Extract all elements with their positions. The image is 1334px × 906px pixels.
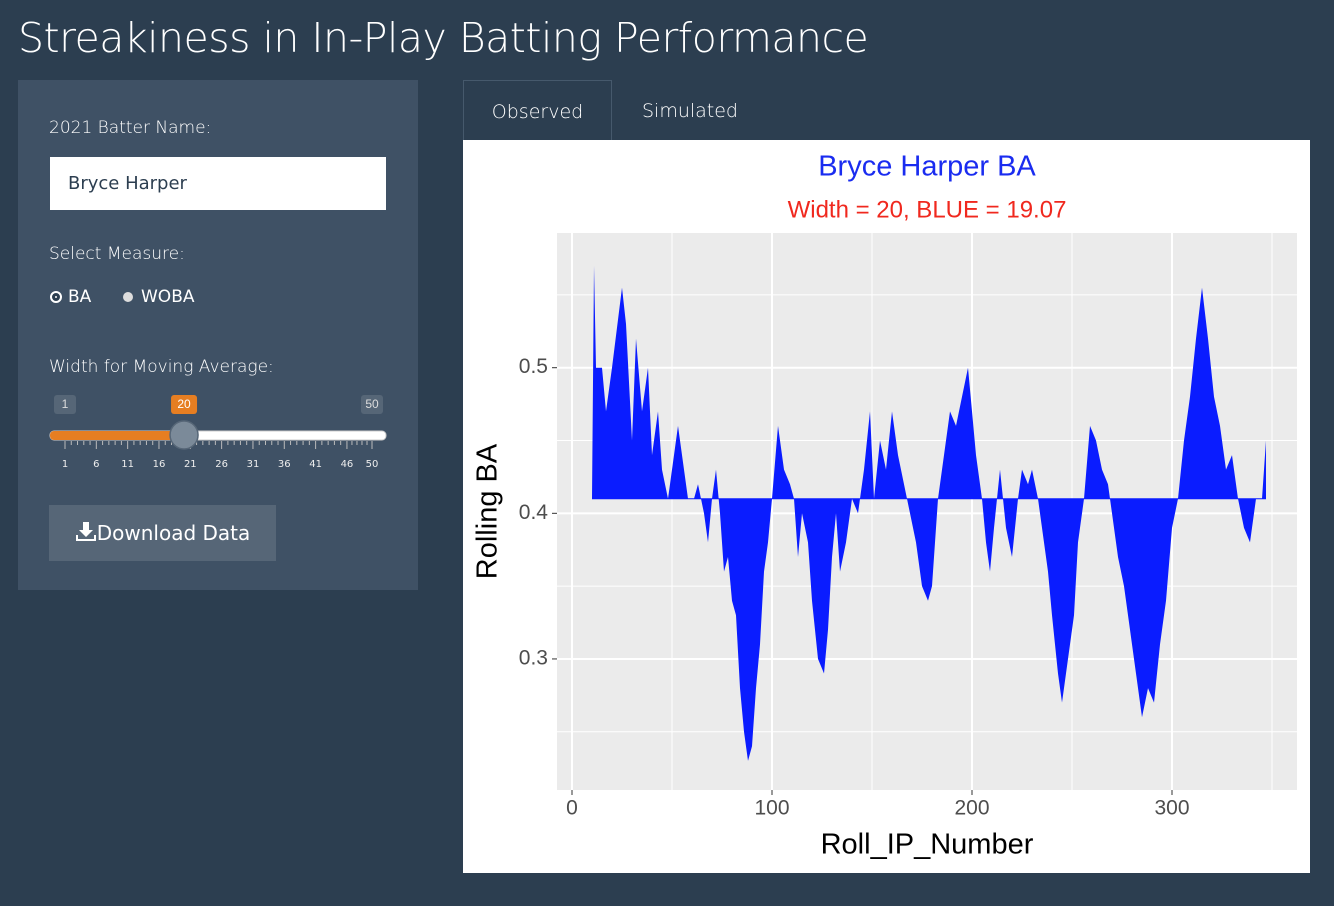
chart-subtitle: Width = 20, BLUE = 19.07 <box>788 196 1067 223</box>
slider-tick-label: 1 <box>62 459 68 470</box>
radio-dot <box>50 291 62 303</box>
slider-label: Width for Moving Average: <box>49 357 274 377</box>
chart-title: Bryce Harper BA <box>818 151 1036 183</box>
y-tick-label: 0.3 <box>519 646 548 669</box>
slider-tick-label: 50 <box>366 459 379 470</box>
chart: Bryce Harper BA Width = 20, BLUE = 19.07 0… <box>463 140 1310 873</box>
x-tick-label: 200 <box>954 797 989 820</box>
slider-tick-label: 36 <box>278 459 291 470</box>
slider-min-label: 1 <box>62 397 69 411</box>
y-tick-label: 0.5 <box>519 355 548 378</box>
button-text: Download Data <box>96 521 251 545</box>
app-title: Streakiness in In-Play Batting Performan… <box>18 14 869 62</box>
tab-active[interactable]: Observed <box>463 80 612 140</box>
slider-handle <box>169 420 199 450</box>
slider-value-box <box>171 395 198 414</box>
y-tick-label: 0.4 <box>519 501 549 524</box>
slider-tick-label: 6 <box>93 459 99 470</box>
slider-tick-label: 21 <box>184 459 197 470</box>
slider-max-box <box>361 395 383 414</box>
slider-tick-label: 11 <box>121 459 134 470</box>
radio-text: BA <box>68 287 92 307</box>
tab[interactable]: Simulated <box>641 100 738 122</box>
sidebar: 2021 Batter Name: Bryce Harper Select Me… <box>18 80 418 590</box>
slider-fill <box>50 431 185 440</box>
x-tick-label: 300 <box>1154 797 1189 820</box>
download-button[interactable]: Download Data <box>49 505 276 561</box>
slider-value: 20 <box>177 397 191 411</box>
slider-max-label: 50 <box>365 397 379 411</box>
slider-tick-label: 26 <box>215 459 228 470</box>
text-input[interactable]: Bryce Harper <box>50 157 386 210</box>
slider-tick-label: 41 <box>309 459 322 470</box>
x-tick-label: 0 <box>566 797 578 820</box>
radio-option[interactable]: BA <box>50 287 92 307</box>
slider-min-box <box>54 395 76 414</box>
area <box>592 265 1266 761</box>
x-axis-label: Roll_IP_Number <box>821 829 1034 861</box>
x-tick-label: 100 <box>754 797 789 820</box>
input-label: 2021 Batter Name: <box>49 118 212 138</box>
slider-tick-label: 16 <box>153 459 166 470</box>
radio-text: WOBA <box>141 287 195 307</box>
y-axis-label: Rolling BA <box>472 443 504 579</box>
radio-option[interactable]: WOBA <box>123 287 194 307</box>
download-icon <box>75 522 96 541</box>
slider-tick-label: 46 <box>341 459 354 470</box>
radio-label: Select Measure: <box>49 244 185 264</box>
slider-tick-label: 31 <box>247 459 260 470</box>
radio-dot <box>123 292 133 302</box>
